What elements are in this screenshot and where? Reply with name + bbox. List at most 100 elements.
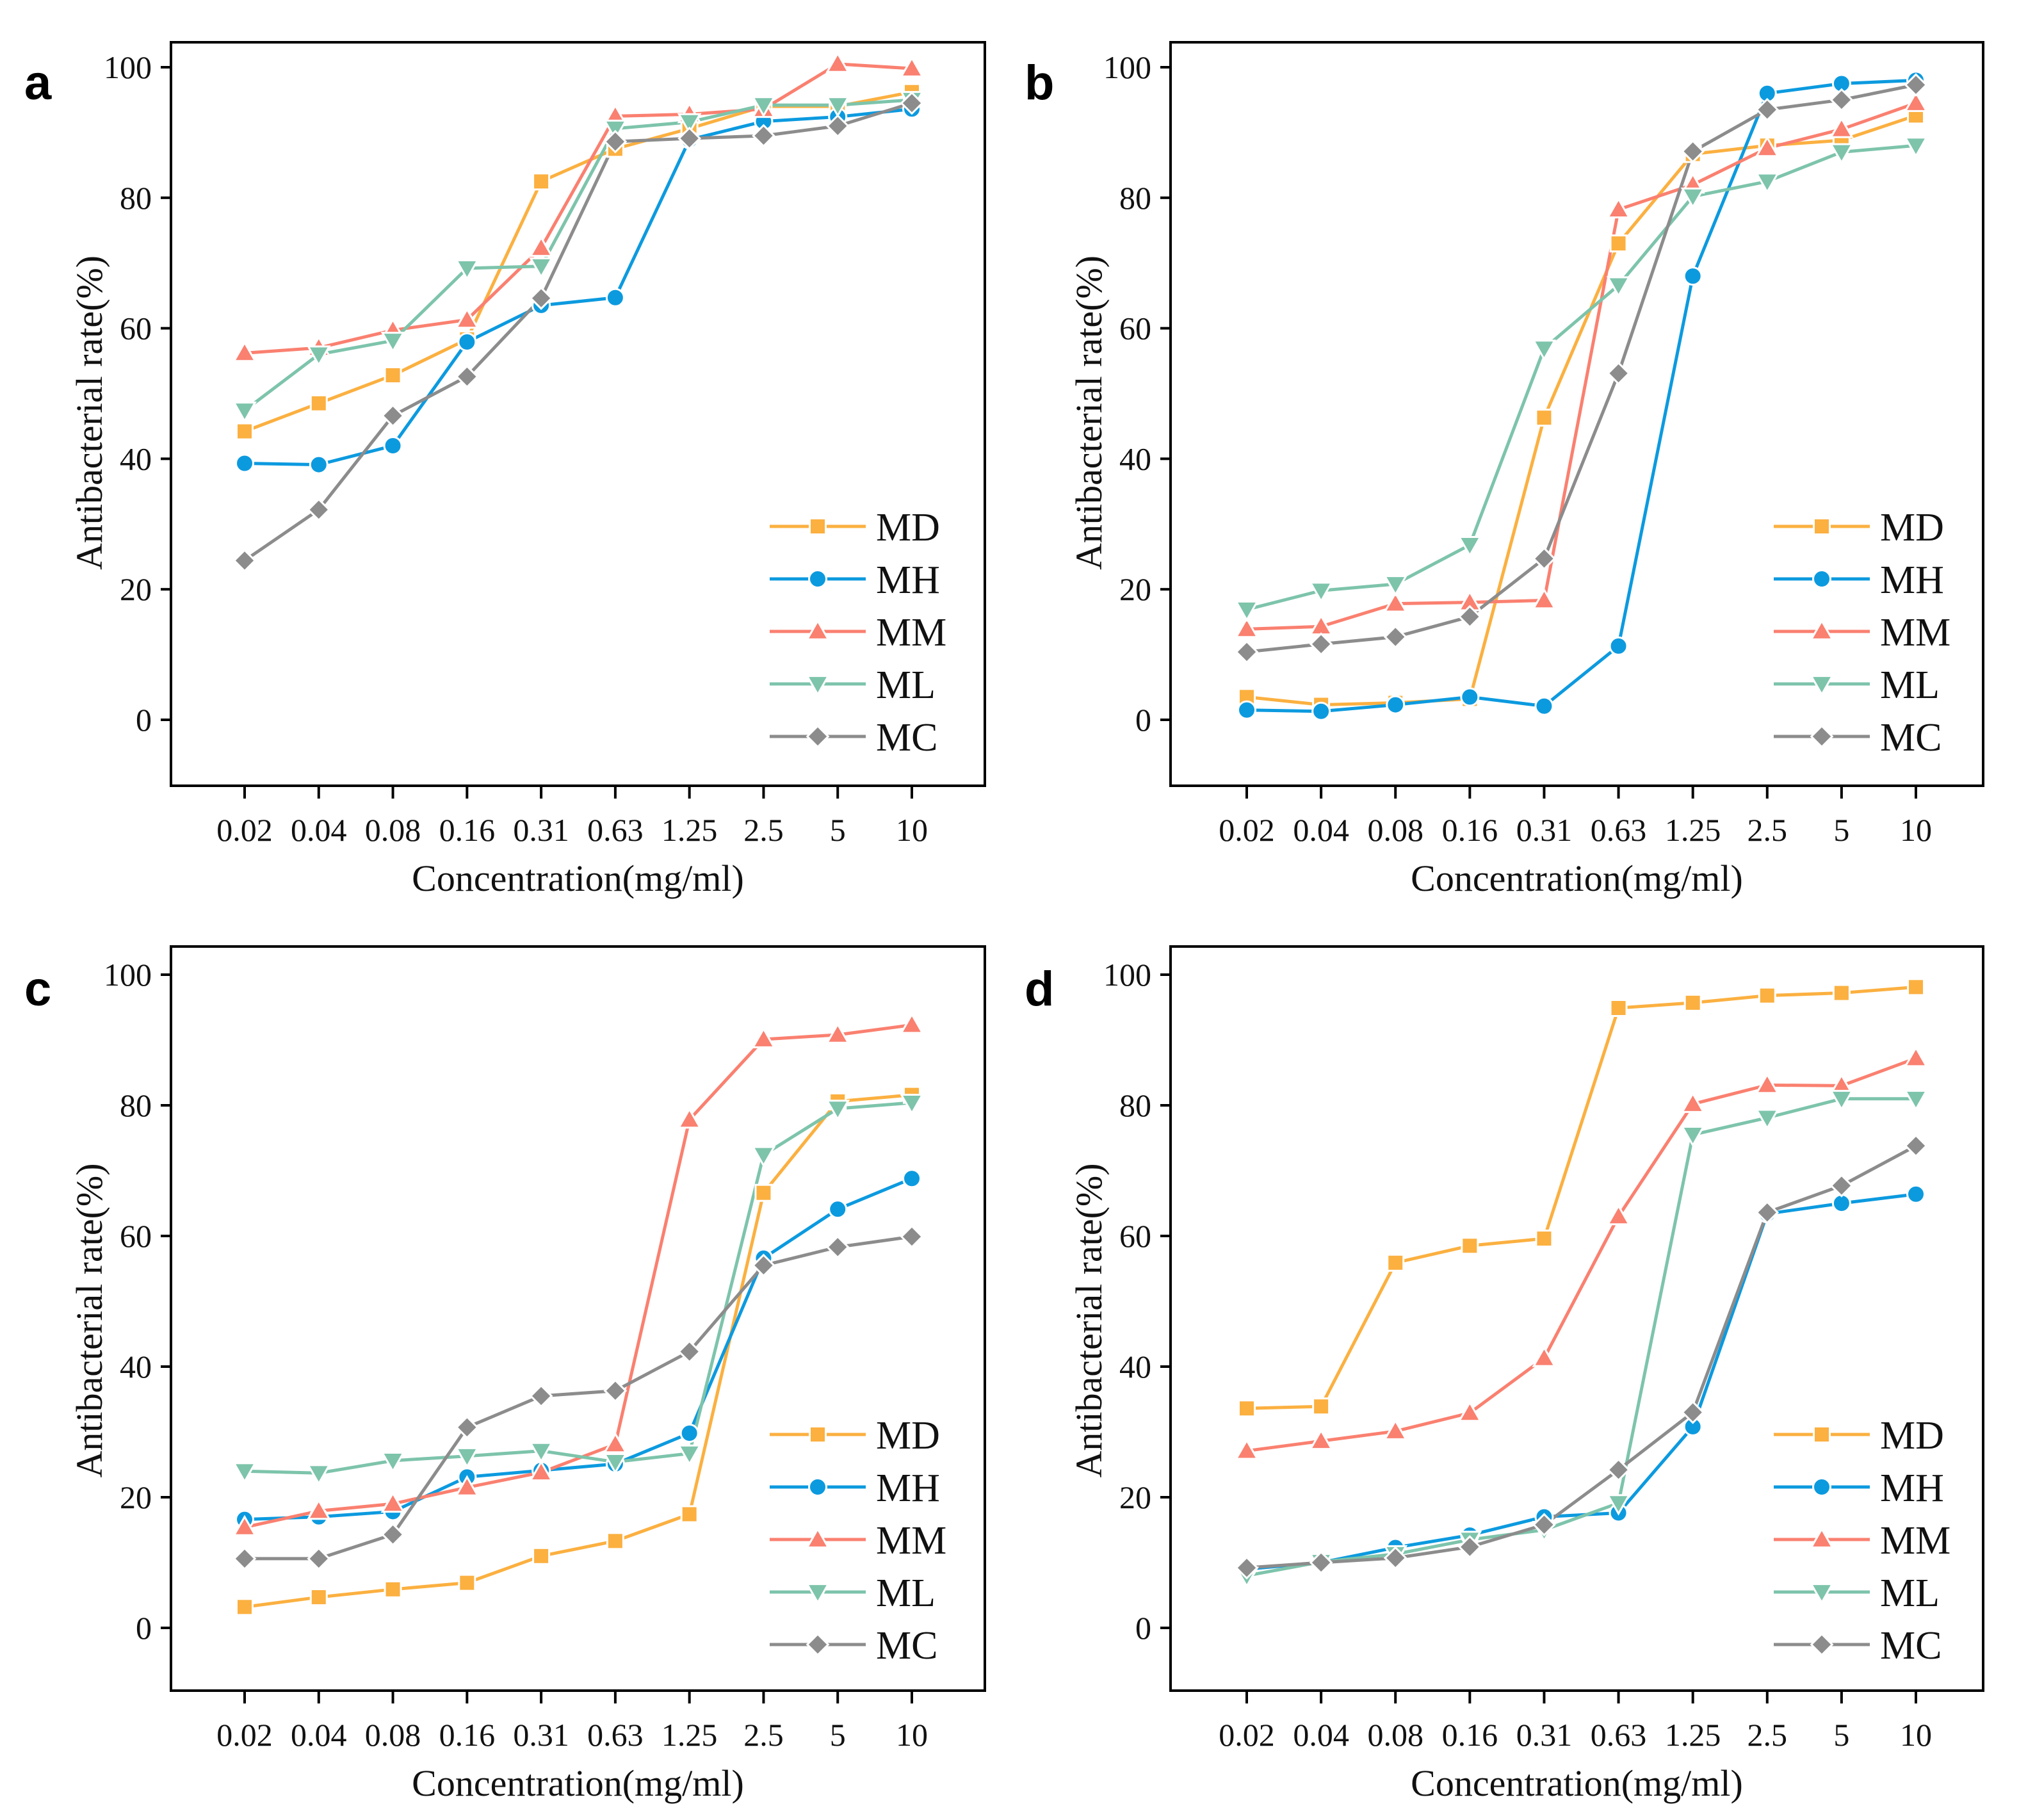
series-line-mc bbox=[245, 1235, 912, 1561]
x-tick-label: 2.5 bbox=[1747, 1717, 1788, 1753]
data-point-mh bbox=[679, 1424, 699, 1443]
data-point-mh bbox=[1386, 695, 1406, 715]
data-point-mh bbox=[1311, 701, 1331, 721]
x-tick-label: 1.25 bbox=[1665, 812, 1721, 848]
data-point-mh bbox=[1683, 266, 1703, 286]
x-tick-label: 0.63 bbox=[1591, 812, 1647, 848]
chart-panel-c: c 0 20 40 60 80 100 0.02 0.04 0.08 0.16 0.31 0.63 1.2… bbox=[24, 945, 986, 1804]
x-tick-label: 0.31 bbox=[1516, 812, 1573, 848]
x-tick-label: 0.31 bbox=[1516, 1717, 1573, 1753]
data-point-mh bbox=[457, 332, 477, 352]
data-point-ml bbox=[751, 96, 776, 118]
legend-item-mc: MC bbox=[1774, 1624, 1942, 1668]
legend-label: MD bbox=[1880, 1414, 1944, 1458]
data-point-mm bbox=[751, 1027, 776, 1048]
data-point-mc bbox=[1235, 640, 1259, 664]
series-line-ml bbox=[244, 1101, 912, 1475]
data-point-mc bbox=[1235, 1556, 1259, 1580]
data-point-mc bbox=[1532, 546, 1556, 571]
legend-label: MH bbox=[1880, 1467, 1944, 1510]
data-point-mc bbox=[1383, 1546, 1407, 1570]
data-point-ml bbox=[1829, 1089, 1854, 1112]
data-point-mh bbox=[902, 1169, 921, 1189]
panel-letter: b bbox=[1025, 56, 1054, 110]
data-point-md bbox=[1312, 1397, 1331, 1416]
data-point-mc bbox=[1681, 140, 1705, 163]
x-tick-label: 0.16 bbox=[1442, 1717, 1498, 1753]
data-point-ml bbox=[825, 96, 850, 118]
data-point-mc bbox=[825, 1235, 850, 1259]
legend-marker-mm bbox=[1810, 619, 1834, 640]
data-point-mc bbox=[1755, 1200, 1780, 1224]
data-point-mh bbox=[1534, 696, 1554, 716]
data-point-md bbox=[1832, 984, 1851, 1002]
data-point-mc bbox=[1457, 1535, 1482, 1559]
data-point-mc bbox=[381, 1522, 405, 1547]
legend-label: ML bbox=[1880, 1572, 1940, 1615]
data-point-mc bbox=[455, 1415, 479, 1440]
panel-letter: c bbox=[24, 962, 51, 1016]
legend-label: MH bbox=[876, 558, 940, 602]
chart-panel-d: d 0 20 40 60 80 100 0.02 0.04 0.08 0.16 0.31 0.63 1.2… bbox=[1025, 945, 1984, 1804]
data-point-mm bbox=[1755, 1072, 1780, 1094]
x-tick-label: 5 bbox=[1833, 1717, 1849, 1753]
data-point-mm bbox=[1680, 1091, 1705, 1113]
data-point-mc bbox=[677, 1340, 702, 1363]
data-point-ml bbox=[1680, 187, 1705, 209]
data-point-mc bbox=[1607, 361, 1630, 386]
legend-marker-mh bbox=[808, 569, 827, 589]
legend-label: MD bbox=[876, 1414, 940, 1458]
x-tick-label: 0.08 bbox=[365, 1717, 421, 1753]
x-axis-title: Concentration(mg/ml) bbox=[1411, 1762, 1743, 1804]
legend: MD MH MM ML MC bbox=[1774, 1414, 1950, 1668]
legend-item-ml: ML bbox=[770, 1572, 936, 1615]
data-point-mc bbox=[307, 498, 331, 522]
x-tick-label: 5 bbox=[1833, 812, 1849, 848]
x-tick-label: 10 bbox=[1900, 812, 1932, 848]
y-tick-label: 40 bbox=[120, 441, 152, 476]
data-point-mm bbox=[1606, 197, 1631, 219]
plot-frame bbox=[1169, 41, 1984, 787]
data-point-mc bbox=[1829, 1174, 1854, 1198]
data-point-mm bbox=[1309, 1428, 1334, 1450]
y-axis-title: Antibacterial rate(%) bbox=[69, 1163, 110, 1477]
x-tick-label: 0.08 bbox=[365, 812, 421, 848]
legend-label: MH bbox=[876, 1467, 940, 1510]
data-point-mh bbox=[235, 453, 254, 473]
series-line-mm bbox=[244, 62, 912, 355]
legend-marker-md bbox=[1813, 517, 1831, 535]
y-tick-label: 100 bbox=[1103, 957, 1151, 993]
data-point-mc bbox=[752, 1253, 775, 1278]
data-point-mc bbox=[1309, 1550, 1333, 1575]
data-point-ml bbox=[1606, 276, 1631, 298]
y-tick-label: 60 bbox=[120, 1218, 152, 1254]
data-point-mm bbox=[1383, 591, 1408, 613]
data-point-mm bbox=[232, 340, 257, 362]
data-point-ml bbox=[603, 119, 628, 142]
x-tick-label: 0.08 bbox=[1367, 1717, 1423, 1753]
legend-marker-ml bbox=[806, 675, 830, 697]
data-point-ml bbox=[677, 1444, 702, 1467]
data-point-md bbox=[309, 1588, 328, 1607]
legend-item-mm: MM bbox=[1774, 611, 1950, 654]
legend-marker-ml bbox=[806, 1583, 830, 1605]
data-point-mc bbox=[1755, 97, 1780, 122]
data-point-md bbox=[309, 394, 328, 412]
data-point-md bbox=[236, 422, 254, 441]
data-point-md bbox=[384, 1580, 402, 1598]
data-point-md bbox=[1907, 978, 1925, 996]
legend-item-mh: MH bbox=[770, 1467, 940, 1510]
legend-marker-mc bbox=[806, 1632, 830, 1657]
data-point-ml bbox=[825, 1100, 850, 1121]
x-axis-title: Concentration(mg/ml) bbox=[1411, 857, 1743, 899]
legend-label: MC bbox=[876, 716, 937, 760]
x-tick-label: 0.16 bbox=[439, 812, 496, 848]
y-tick-label: 80 bbox=[120, 180, 152, 216]
legend-label: ML bbox=[1880, 663, 1940, 707]
x-tick-label: 0.04 bbox=[291, 1717, 347, 1753]
legend-item-mc: MC bbox=[770, 716, 937, 760]
data-point-mc bbox=[900, 1224, 924, 1249]
data-point-md bbox=[1683, 993, 1702, 1012]
data-point-mm bbox=[380, 1491, 405, 1513]
